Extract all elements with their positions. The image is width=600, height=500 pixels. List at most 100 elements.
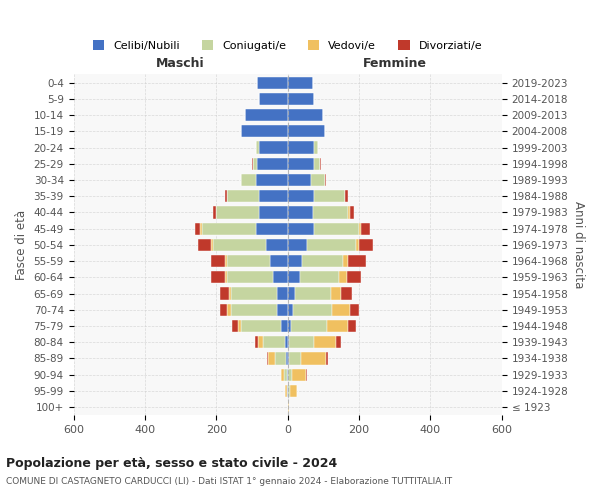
Bar [195, 222, 200, 234]
Bar [349, 320, 356, 332]
Bar [350, 206, 354, 218]
Bar [292, 368, 306, 381]
Bar [258, 336, 263, 348]
Bar [220, 304, 227, 316]
Bar [287, 352, 289, 364]
Bar [270, 255, 287, 267]
Bar [232, 320, 238, 332]
Bar [314, 336, 336, 348]
Text: COMUNE DI CASTAGNETO CARDUCCI (LI) - Dati ISTAT 1° gennaio 2024 - Elaborazione T: COMUNE DI CASTAGNETO CARDUCCI (LI) - Dat… [6, 478, 452, 486]
Bar [287, 288, 295, 300]
Bar [275, 352, 286, 364]
Bar [256, 222, 287, 234]
Bar [259, 190, 287, 202]
Bar [225, 272, 227, 283]
Bar [301, 352, 326, 364]
Bar [220, 288, 229, 300]
Bar [290, 385, 297, 397]
Bar [259, 142, 287, 154]
Bar [225, 190, 227, 202]
Bar [343, 255, 349, 267]
Bar [291, 320, 327, 332]
Bar [213, 239, 266, 251]
Bar [287, 272, 300, 283]
Bar [295, 288, 331, 300]
Bar [287, 142, 314, 154]
Bar [281, 368, 284, 381]
Bar [284, 368, 287, 381]
Bar [331, 288, 341, 300]
Bar [287, 158, 314, 170]
Bar [287, 125, 325, 138]
Bar [256, 142, 259, 154]
Bar [257, 76, 287, 88]
Bar [211, 272, 225, 283]
Bar [287, 76, 313, 88]
Bar [225, 255, 227, 267]
Bar [287, 174, 311, 186]
Bar [287, 93, 314, 105]
Bar [307, 239, 356, 251]
Bar [227, 272, 274, 283]
Bar [361, 222, 370, 234]
Bar [306, 368, 307, 381]
Bar [347, 272, 361, 283]
Bar [287, 222, 314, 234]
Bar [266, 239, 287, 251]
Y-axis label: Fasce di età: Fasce di età [15, 210, 28, 280]
Bar [359, 239, 373, 251]
Bar [349, 255, 366, 267]
Bar [263, 336, 285, 348]
Bar [287, 190, 314, 202]
Bar [268, 352, 275, 364]
Bar [227, 190, 259, 202]
Legend: Celibi/Nubili, Coniugati/e, Vedovi/e, Divorziati/e: Celibi/Nubili, Coniugati/e, Vedovi/e, Di… [89, 36, 487, 56]
Bar [287, 206, 313, 218]
Bar [289, 336, 314, 348]
Bar [311, 174, 325, 186]
Bar [345, 190, 347, 202]
Bar [202, 222, 256, 234]
Bar [274, 272, 287, 283]
Text: Popolazione per età, sesso e stato civile - 2024: Popolazione per età, sesso e stato civil… [6, 458, 337, 470]
Bar [256, 174, 287, 186]
Bar [238, 320, 241, 332]
Bar [211, 255, 225, 267]
Bar [211, 239, 213, 251]
Bar [287, 239, 307, 251]
Bar [229, 288, 230, 300]
Bar [277, 288, 287, 300]
Bar [259, 93, 287, 105]
Bar [314, 142, 318, 154]
Text: Maschi: Maschi [156, 56, 205, 70]
Bar [287, 320, 291, 332]
Bar [230, 304, 277, 316]
Bar [199, 239, 211, 251]
Bar [245, 109, 287, 121]
Bar [255, 336, 258, 348]
Bar [314, 190, 345, 202]
Bar [286, 352, 287, 364]
Bar [277, 304, 287, 316]
Text: Femmine: Femmine [363, 56, 427, 70]
Bar [287, 401, 289, 413]
Bar [214, 206, 217, 218]
Bar [349, 206, 350, 218]
Bar [241, 125, 287, 138]
Bar [327, 320, 349, 332]
Bar [287, 304, 293, 316]
Bar [241, 320, 281, 332]
Bar [289, 352, 301, 364]
Bar [287, 255, 302, 267]
Bar [326, 352, 328, 364]
Bar [350, 304, 359, 316]
Bar [314, 158, 320, 170]
Bar [200, 222, 202, 234]
Bar [227, 304, 230, 316]
Bar [314, 222, 359, 234]
Bar [217, 206, 259, 218]
Bar [241, 174, 256, 186]
Bar [285, 385, 287, 397]
Bar [230, 288, 277, 300]
Bar [287, 336, 289, 348]
